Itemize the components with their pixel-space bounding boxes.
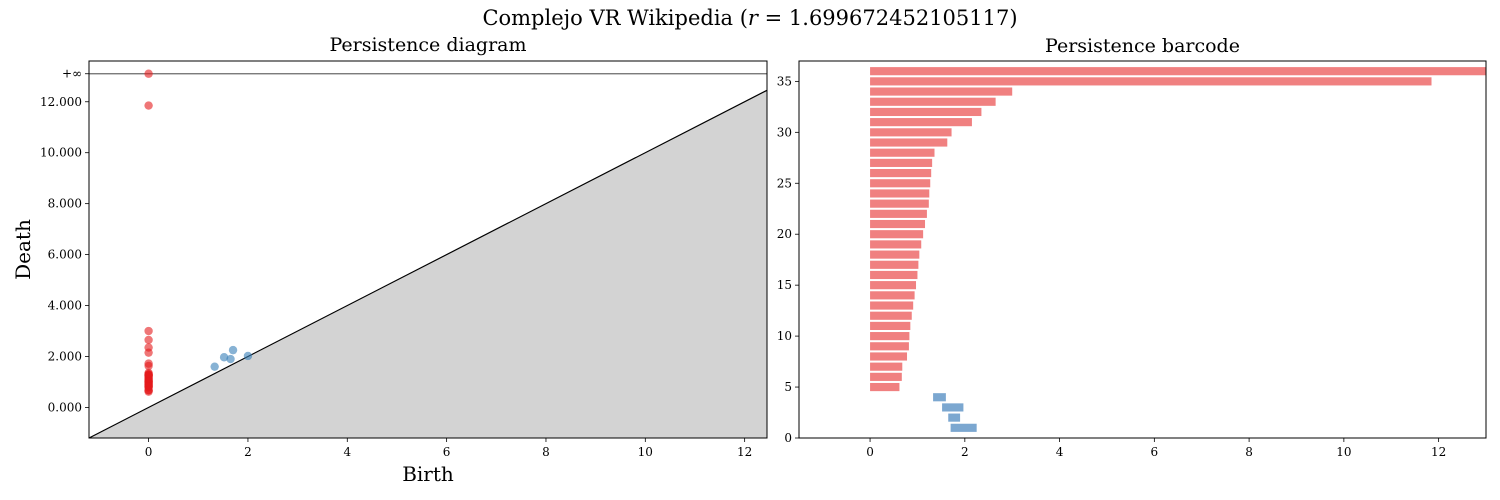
- bar-h0: [870, 311, 912, 320]
- point-h1: [243, 351, 253, 361]
- diagonal-line: [89, 89, 767, 438]
- infinity-tick-label: +∞: [62, 67, 82, 81]
- bar-h0: [870, 301, 914, 310]
- x-tick-label: 0: [145, 445, 153, 459]
- bar-h0: [870, 107, 982, 117]
- y-tick-label: 30: [777, 125, 792, 139]
- bar-h0: [870, 118, 972, 127]
- point-h0: [144, 348, 153, 357]
- bar-h0: [870, 260, 919, 269]
- x-tick-label: 6: [1151, 445, 1159, 459]
- bar-h0: [870, 77, 1432, 86]
- diagram-frame: [88, 60, 768, 439]
- bar-h0: [870, 321, 911, 330]
- x-tick-label: 10: [1336, 445, 1351, 459]
- bar-h0: [870, 189, 930, 198]
- y-tick-label: 5: [784, 380, 792, 394]
- bar-h0: [870, 342, 909, 351]
- x-tick-label: 0: [866, 445, 874, 459]
- y-tick-label: 10: [777, 329, 792, 343]
- bar-h0: [870, 270, 918, 280]
- bar-h0: [870, 179, 931, 188]
- y-axis-label: Death: [11, 219, 35, 280]
- diagram-title: Persistence diagram: [329, 34, 526, 56]
- point-h1: [219, 353, 229, 362]
- y-tick-label: 15: [777, 278, 792, 292]
- bar-h0: [870, 240, 922, 249]
- y-tick-label: 2.000: [48, 349, 82, 363]
- point-h0: [144, 335, 153, 345]
- bar-h0: [870, 382, 900, 392]
- bar-h0: [870, 97, 996, 106]
- y-tick-label: 10.000: [40, 146, 82, 160]
- y-tick-label: 35: [777, 74, 792, 88]
- bar-h0: [870, 281, 917, 290]
- y-tick-label: 8.000: [48, 197, 82, 211]
- x-tick-label: 12: [737, 445, 752, 459]
- point-h0: [144, 326, 153, 336]
- x-tick-label: 8: [1245, 445, 1253, 459]
- x-tick-label: 8: [542, 445, 550, 459]
- point-h0: [144, 387, 153, 396]
- point-h0: [144, 101, 153, 110]
- figure-title-suffix: = 1.699672452105117): [757, 6, 1018, 30]
- persistence-diagram: 0 2 4 6 8 10 12 0.000 2.000 4.000 6.000 8.000 10.000…: [11, 34, 768, 486]
- bar-h0: [870, 169, 932, 178]
- x-tick-label: 2: [961, 445, 969, 459]
- figure-title-variable: r: [747, 6, 758, 30]
- barcode-plot-area: [870, 67, 1486, 432]
- bar-h0: [870, 138, 948, 147]
- bar-h0: [870, 230, 924, 239]
- y-tick-label: 0.000: [48, 400, 82, 414]
- bar-h0: [870, 332, 910, 341]
- bar-h0: [870, 250, 920, 259]
- point-h0: [144, 361, 153, 371]
- y-tick-label: 4.000: [48, 299, 82, 313]
- x-tick-label: 2: [244, 445, 252, 459]
- x-tick-label: 12: [1431, 445, 1446, 459]
- bar-h0: [870, 158, 933, 167]
- y-tick-label: 20: [777, 227, 792, 241]
- bar-h0: [870, 128, 952, 137]
- point-h0: [144, 69, 153, 78]
- y-tick-label: 12.000: [40, 95, 82, 109]
- bar-h1: [948, 413, 961, 422]
- x-tick-label: 10: [638, 445, 653, 459]
- bar-h0: [870, 219, 926, 229]
- bar-h1: [933, 393, 946, 402]
- bar-h1: [950, 423, 977, 432]
- barcode-frame: [798, 60, 1487, 439]
- bar-h0: [870, 148, 935, 157]
- bar-h0: [870, 291, 915, 300]
- y-tick-label: 6.000: [48, 248, 82, 262]
- x-tick-label: 4: [343, 445, 351, 459]
- barcode-title: Persistence barcode: [1045, 35, 1240, 57]
- bar-h0: [870, 362, 903, 371]
- x-tick-label: 6: [443, 445, 451, 459]
- persistence-barcode: 0 2 4 6 8 10 12 0 5 10 15 20 25 30 35 Persistence barco…: [777, 35, 1487, 459]
- bar-h1: [942, 403, 964, 412]
- y-tick-label: 25: [777, 176, 792, 190]
- point-h1: [226, 354, 235, 364]
- x-tick-label: 4: [1056, 445, 1064, 459]
- x-axis-label: Birth: [402, 462, 454, 486]
- point-h1: [228, 345, 238, 355]
- bar-h0: [870, 199, 929, 208]
- bar-h0: [870, 87, 1013, 96]
- bar-h0: [870, 372, 902, 381]
- point-h1: [210, 362, 219, 371]
- y-tick-label: 0: [784, 431, 792, 445]
- diagram-plot-area: [89, 69, 767, 438]
- bar-h0: [870, 67, 1486, 76]
- figure-title-prefix: Complejo VR Wikipedia (: [482, 6, 748, 30]
- figure-title: Complejo VR Wikipedia (r = 1.69967245210…: [0, 6, 1500, 30]
- bar-h0: [870, 209, 927, 218]
- bar-h0: [870, 352, 908, 361]
